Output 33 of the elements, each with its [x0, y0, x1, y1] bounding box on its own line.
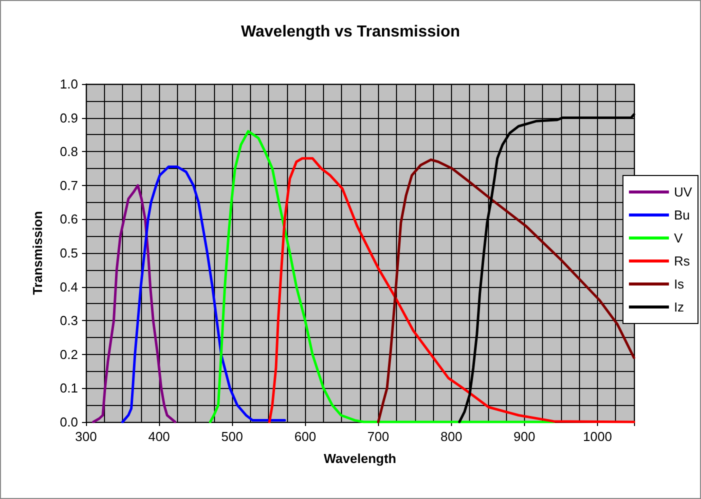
- y-tick-label: 0.4: [60, 279, 78, 294]
- line-series: [208, 130, 555, 424]
- y-tick-label: 0.0: [60, 414, 78, 430]
- x-tick-label: 500: [221, 429, 243, 444]
- x-tick-label: 600: [294, 429, 316, 444]
- legend-label: V: [674, 230, 683, 246]
- chart-title: Wavelength vs Transmission: [240, 24, 460, 40]
- legend-label: Rs: [674, 254, 690, 268]
- legend-label: Is: [674, 276, 685, 292]
- y-tick-label: 0.2: [60, 346, 78, 362]
- line-series: [377, 158, 636, 424]
- y-tick-label: 0.8: [60, 144, 78, 160]
- x-tick-label: 300: [75, 429, 97, 444]
- line-series: [121, 166, 286, 424]
- line-series: [92, 184, 176, 424]
- y-tick-label: 0.3: [60, 313, 78, 328]
- y-tick-label: 0.9: [60, 110, 78, 126]
- y-tick-label: 0.5: [60, 246, 78, 260]
- y-axis-title: Transmission: [30, 211, 45, 295]
- legend-label: Bu: [674, 208, 690, 222]
- line-series: [268, 157, 636, 424]
- y-tick-label: 0.7: [60, 178, 78, 193]
- x-axis-title: Wavelength: [324, 451, 396, 466]
- y-tick-label: 1.0: [60, 76, 78, 92]
- y-tick-label: 0.1: [60, 380, 78, 396]
- x-tick-label: 400: [148, 429, 170, 444]
- x-tick-label: 1000: [583, 429, 612, 444]
- legend-label: Iz: [674, 300, 684, 314]
- y-tick-label: 0.6: [60, 212, 78, 227]
- x-tick-label: 800: [440, 429, 462, 444]
- x-tick-label: 700: [367, 429, 390, 444]
- x-tick-label: 900: [514, 429, 536, 444]
- legend-label: UV: [674, 184, 692, 200]
